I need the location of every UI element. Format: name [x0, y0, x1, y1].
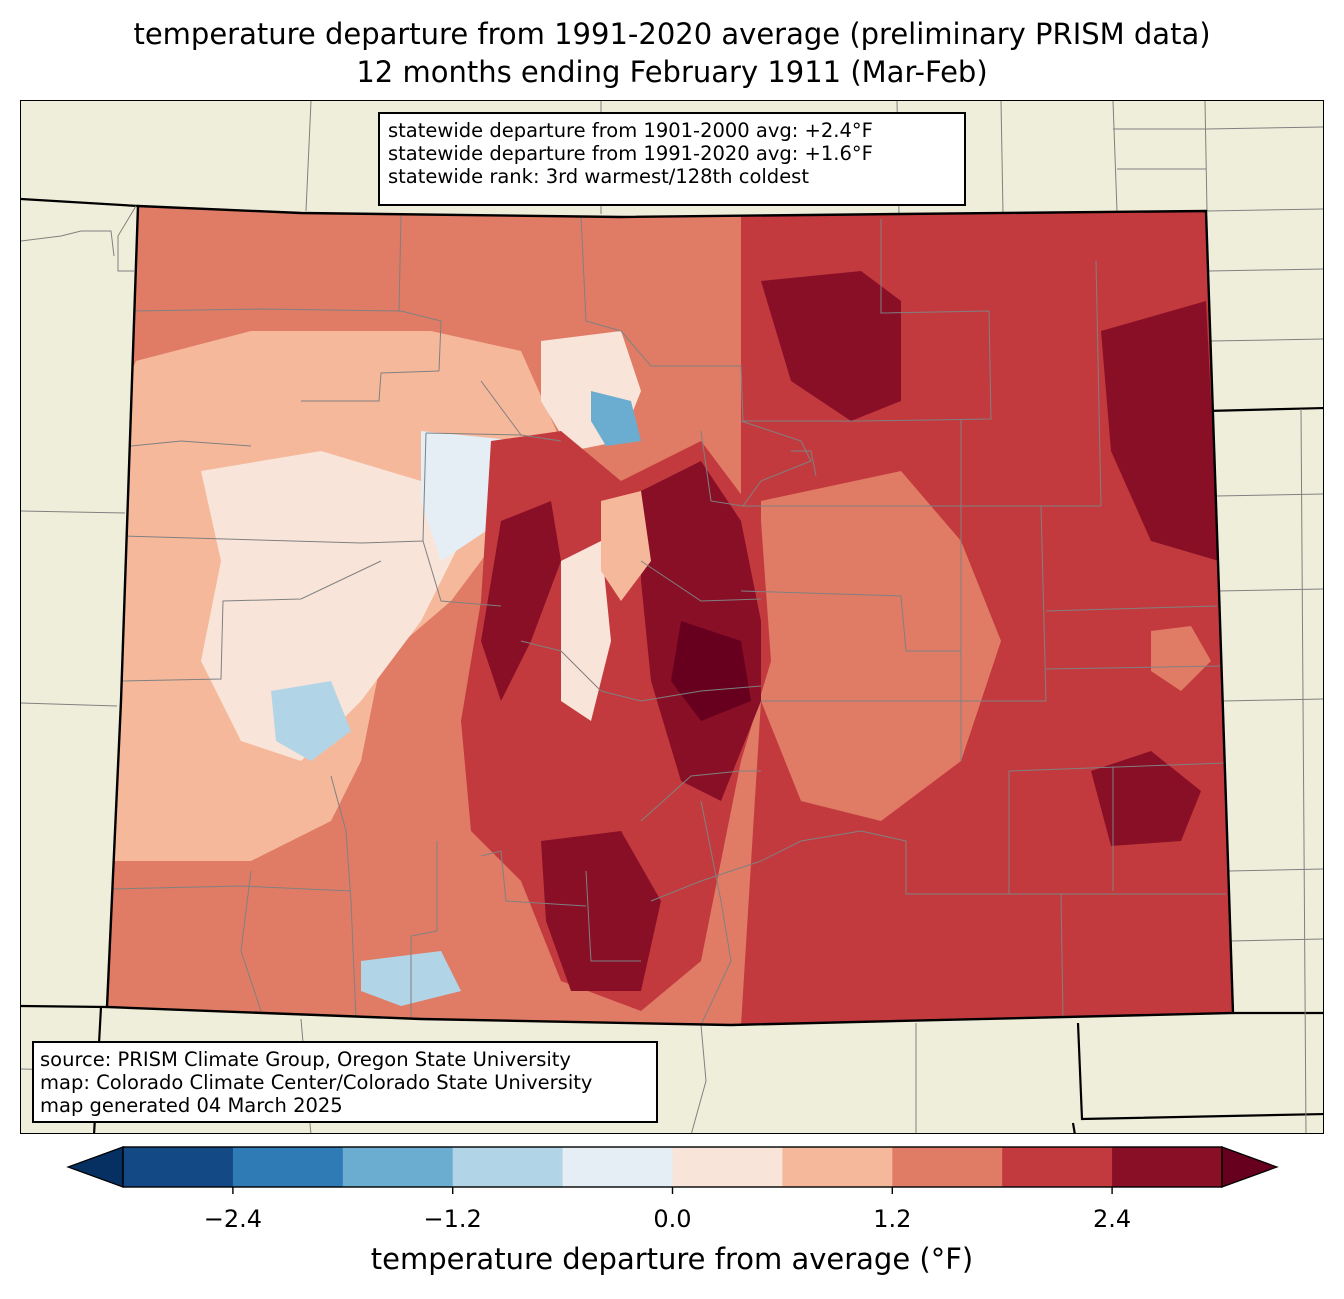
colorbar-bin: [452, 1147, 564, 1187]
colorbar-tick-label: −2.4: [203, 1205, 263, 1233]
colorbar-tick-label: 2.4: [1093, 1205, 1132, 1233]
map-credit-line: map: Colorado Climate Center/Colorado St…: [40, 1071, 593, 1094]
colorbar-bin: [1112, 1147, 1223, 1187]
colorbar-over-arrow: [1221, 1146, 1279, 1188]
colorbar-bin: [562, 1147, 674, 1187]
colorbar-bin: [232, 1147, 344, 1187]
statewide-stats-box: statewide departure from 1901-2000 avg: …: [378, 112, 966, 206]
source-box: source: PRISM Climate Group, Oregon Stat…: [32, 1041, 658, 1123]
stats-departure-1901-2000: statewide departure from 1901-2000 avg: …: [388, 119, 873, 142]
neighbor-state-borders: [21, 197, 1323, 1133]
map-frame: [20, 100, 1324, 1134]
colorbar-bin: [123, 1147, 234, 1187]
colorado-temperature-map: [21, 101, 1323, 1133]
colorbar-ticks: [232, 1187, 1113, 1194]
neighbor-county-lines: [21, 101, 1323, 1133]
colorado-state-border: [105, 204, 1235, 1027]
map-title-line1: temperature departure from 1991-2020 ave…: [133, 17, 1211, 51]
colorbar-label: temperature departure from average (°F): [370, 1242, 974, 1276]
colorado-county-lines: [110, 215, 1227, 1025]
colorbar-bin: [672, 1147, 783, 1187]
colorbar-bin: [782, 1147, 893, 1187]
colorbar-bin: [892, 1147, 1003, 1187]
temperature-field: [107, 206, 1233, 1025]
colorbar-bin: [1002, 1147, 1113, 1187]
map-generated-line: map generated 04 March 2025: [40, 1094, 343, 1117]
colorbar-under-arrow: [66, 1146, 124, 1188]
colorbar: [66, 1146, 1279, 1194]
colorbar-bins: [123, 1147, 1223, 1187]
stats-departure-1991-2020: statewide departure from 1991-2020 avg: …: [388, 142, 873, 165]
colorbar-tick-label: 0.0: [653, 1205, 692, 1233]
stats-rank: statewide rank: 3rd warmest/128th coldes…: [388, 165, 809, 188]
source-line: source: PRISM Climate Group, Oregon Stat…: [40, 1048, 571, 1071]
colorbar-bin: [342, 1147, 454, 1187]
colorbar-tick-label: −1.2: [423, 1205, 482, 1233]
map-title-line2: 12 months ending February 1911 (Mar-Feb): [356, 55, 988, 89]
colorbar-tick-label: 1.2: [873, 1205, 912, 1233]
